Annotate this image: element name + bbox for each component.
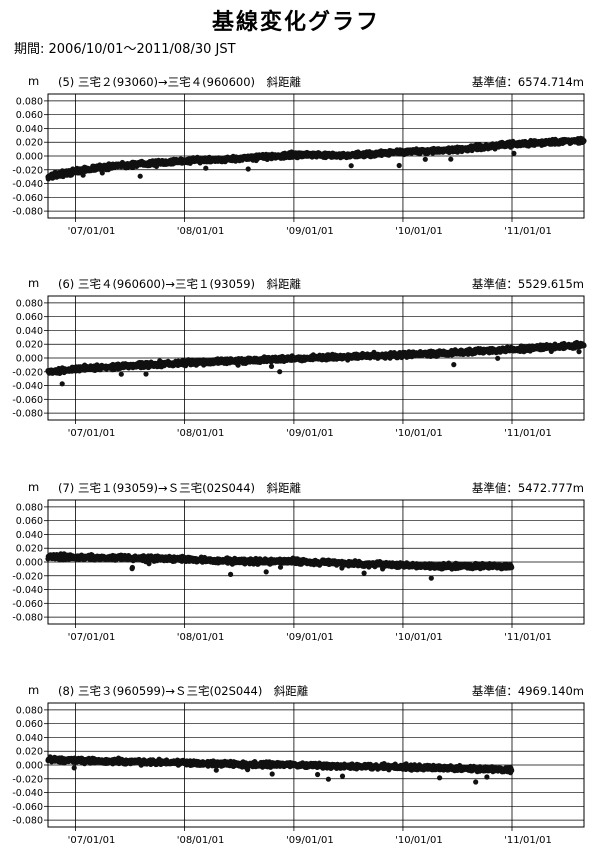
y-tick-label: -0.080 (12, 207, 43, 218)
data-points (45, 551, 515, 581)
baseline-label: (5) 三宅２(93060)→三宅４(960600) 斜距離 (58, 75, 302, 89)
y-tick-label: -0.060 (12, 193, 43, 204)
unit-label: m (28, 480, 40, 494)
data-point (277, 369, 283, 375)
x-tick-label: '07/01/01 (68, 226, 116, 237)
data-point (581, 138, 587, 144)
x-tick-label: '09/01/01 (286, 428, 334, 439)
data-point (548, 348, 554, 354)
y-tick-label: 0.060 (16, 312, 43, 323)
data-point (80, 172, 86, 178)
y-tick-label: -0.060 (12, 395, 43, 406)
chart-panel-5: m (5) 三宅２(93060)→三宅４(960600) 斜距離 基準値：657… (0, 74, 592, 240)
chart-panel-6: m (6) 三宅４(960600)→三宅１(93059) 斜距離 基準値：552… (0, 276, 592, 442)
y-tick-label: -0.040 (12, 585, 43, 596)
chart-panel-7: m (7) 三宅１(93059)→Ｓ三宅(02S044) 斜距離 基準値：547… (0, 480, 592, 646)
data-point (99, 170, 105, 176)
x-tick-label: '10/01/01 (395, 226, 443, 237)
data-point (245, 166, 251, 172)
data-point (118, 371, 124, 377)
y-tick-label: 0.080 (16, 298, 43, 309)
y-tick-label: -0.060 (12, 599, 43, 610)
x-tick-label: '09/01/01 (286, 226, 334, 237)
data-points (45, 135, 587, 182)
y-tick-label: 0.060 (16, 516, 43, 527)
y-tick-label: -0.020 (12, 165, 43, 176)
data-point (451, 362, 457, 368)
x-tick-label: '10/01/01 (395, 428, 443, 439)
reference-value: 基準値：5529.615m (471, 277, 584, 291)
data-point (137, 173, 143, 179)
y-tick-label: 0.060 (16, 110, 43, 121)
y-tick-label: 0.000 (16, 558, 43, 569)
x-tick-label: '11/01/01 (504, 632, 552, 643)
data-point (422, 156, 428, 162)
data-point (348, 163, 354, 169)
baseline-label: (6) 三宅４(960600)→三宅１(93059) 斜距離 (58, 277, 302, 291)
y-tick-label: 0.080 (16, 502, 43, 513)
data-point (448, 156, 454, 162)
y-tick-label: -0.040 (12, 381, 43, 392)
y-tick-label: -0.020 (12, 367, 43, 378)
reference-value: 基準値：5472.777m (471, 481, 584, 495)
data-points (45, 339, 587, 387)
chart-svg: 0.080 0.060 0.040 0.020 0.000 -0.020 -0.040 -0.… (12, 93, 587, 237)
y-tick-label: 0.020 (16, 544, 43, 555)
data-point (495, 355, 501, 361)
data-point (203, 165, 209, 171)
data-point (59, 381, 65, 387)
chart-svg: 0.080 0.060 0.040 0.020 0.000 -0.020 -0.040 -0.… (12, 499, 585, 643)
x-tick-label: '10/01/01 (395, 632, 443, 643)
y-tick-label: 0.080 (16, 96, 43, 107)
unit-label: m (28, 276, 40, 290)
data-point (396, 162, 402, 169)
y-tick-label: -0.040 (12, 179, 43, 190)
data-point (511, 150, 517, 156)
data-point (235, 362, 241, 368)
y-tick-label: -0.080 (12, 613, 43, 624)
unit-label: m (28, 74, 40, 88)
x-tick-label: '07/01/01 (68, 632, 116, 643)
baseline-label: (7) 三宅１(93059)→Ｓ三宅(02S044) 斜距離 (58, 481, 301, 495)
y-tick-label: 0.040 (16, 530, 43, 541)
chart-svg: 0.080 0.060 0.040 0.020 0.000 -0.020 -0.040 -0.… (12, 295, 587, 439)
data-point (581, 343, 587, 349)
page-title: 基線変化グラフ (211, 10, 380, 35)
x-tick-label: '11/01/01 (504, 428, 552, 439)
y-tick-label: 0.040 (16, 326, 43, 337)
data-point (576, 349, 582, 355)
x-tick-label: '11/01/01 (504, 226, 552, 237)
period-label: 期間: 2006/10/01～2011/08/30 JST (14, 42, 236, 57)
y-tick-label: 0.000 (16, 152, 43, 163)
y-tick-label: 0.020 (16, 138, 43, 149)
y-tick-label: 0.000 (16, 354, 43, 365)
y-tick-label: 0.020 (16, 340, 43, 351)
x-tick-label: '08/01/01 (177, 226, 225, 237)
data-point (143, 371, 149, 377)
y-tick-label: 0.040 (16, 124, 43, 135)
y-tick-label: -0.080 (12, 409, 43, 420)
x-tick-label: '08/01/01 (177, 632, 225, 643)
x-tick-label: '09/01/01 (286, 632, 334, 643)
reference-value: 基準値：6574.714m (471, 75, 584, 89)
y-tick-label: -0.020 (12, 571, 43, 582)
data-point (268, 363, 275, 369)
x-tick-label: '08/01/01 (177, 428, 225, 439)
x-tick-label: '07/01/01 (68, 428, 116, 439)
